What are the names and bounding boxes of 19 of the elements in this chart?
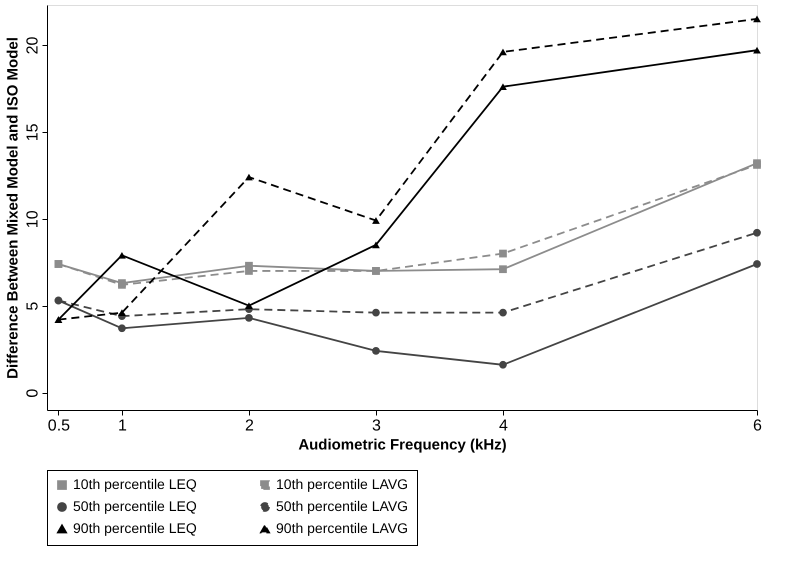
x-tick-label: 2 bbox=[244, 418, 254, 434]
x-tick-label: 0.5 bbox=[48, 418, 70, 434]
x-tick-label: 1 bbox=[118, 418, 127, 434]
legend-label: 10th percentile LAVG bbox=[276, 476, 408, 492]
y-tick-label: 5 bbox=[24, 302, 42, 311]
y-tick-label: 15 bbox=[24, 123, 42, 142]
y-axis-title: Difference Between Mixed Model and ISO Model bbox=[4, 37, 22, 379]
y-tick-label: 20 bbox=[24, 36, 42, 54]
x-axis-title: Audiometric Frequency (kHz) bbox=[298, 436, 507, 454]
legend-label: 90th percentile LAVG bbox=[276, 520, 408, 536]
x-tick-label: 3 bbox=[372, 418, 382, 434]
y-tick-label: 10 bbox=[24, 210, 42, 228]
legend-label: 50th percentile LAVG bbox=[276, 498, 408, 514]
legend-label: 50th percentile LEQ bbox=[73, 498, 197, 514]
legend-label: 90th percentile LEQ bbox=[73, 520, 197, 536]
y-tick-label: 0 bbox=[24, 388, 42, 398]
x-tick-label: 4 bbox=[499, 418, 508, 434]
legend-label: 10th percentile LEQ bbox=[73, 476, 197, 492]
x-tick-label: 6 bbox=[753, 418, 762, 434]
